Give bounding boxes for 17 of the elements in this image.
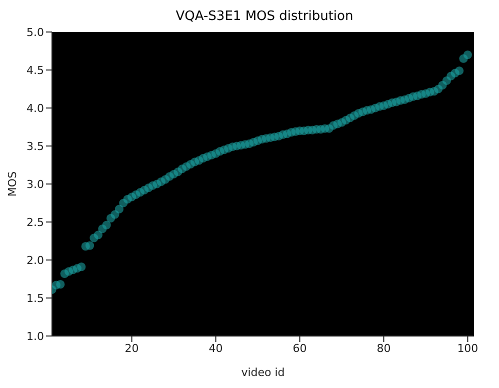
y-tick-label: 2.5 <box>26 216 44 229</box>
y-tick-label: 2.0 <box>26 254 44 267</box>
y-tick-label: 3.0 <box>26 178 44 191</box>
x-tick-label: 40 <box>208 342 223 355</box>
y-tick-label: 4.0 <box>26 102 44 115</box>
x-tick-label: 100 <box>457 342 478 355</box>
x-axis-title: video id <box>241 366 285 379</box>
y-tick-label: 1.5 <box>26 292 44 305</box>
y-tick-label: 3.5 <box>26 140 44 153</box>
x-tick-label: 60 <box>292 342 307 355</box>
y-tick-label: 1.0 <box>26 330 44 343</box>
y-axis-title: MOS <box>6 171 19 197</box>
chart-title: VQA-S3E1 MOS distribution <box>174 8 354 26</box>
x-tick-label: 20 <box>124 342 139 355</box>
y-tick-label: 4.5 <box>26 64 44 77</box>
y-tick-label: 5.0 <box>26 26 44 39</box>
x-tick-label: 80 <box>376 342 391 355</box>
